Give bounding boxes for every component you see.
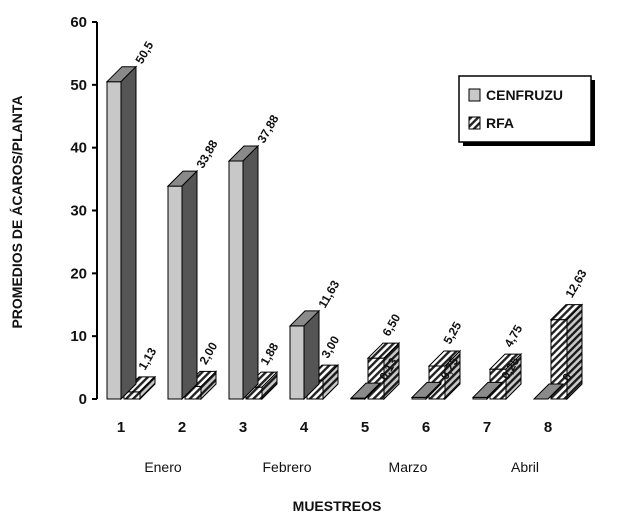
- x-tick-label: 2: [178, 419, 186, 436]
- bar-rfa-7-side: [505, 352, 522, 401]
- x-tick-label: 5: [361, 419, 369, 436]
- bar-rfa-3-side: [261, 370, 278, 401]
- bar-cenfruzu-2-side: [181, 169, 198, 401]
- bar-rfa-1-side: [139, 375, 156, 401]
- month-label: Enero: [144, 459, 182, 475]
- bar-cenfruzu-5-side: [364, 381, 381, 401]
- legend-label-cenfruzu: CENFRUZU: [486, 87, 563, 103]
- legend-swatch-rfa: [468, 116, 481, 130]
- bar-cenfruzu-2: [166, 169, 199, 401]
- bar-rfa-8: [549, 303, 584, 401]
- y-tick-label: 60: [70, 14, 87, 31]
- y-tick-label: 20: [70, 265, 87, 282]
- bar-cenfruzu-1: [105, 65, 138, 401]
- x-tick-label: 1: [117, 419, 125, 436]
- bar-rfa-6-side: [444, 349, 461, 401]
- y-tick-label: 10: [70, 328, 87, 345]
- bar-cenfruzu-6: [410, 381, 443, 401]
- bar-rfa-5-side: [383, 341, 400, 401]
- bar-cenfruzu-4: [288, 309, 321, 401]
- bar-cenfruzu-3: [227, 144, 260, 401]
- data-label-cenfruzu: 50,5: [132, 39, 156, 67]
- data-label-rfa: 1,13: [135, 345, 159, 373]
- bar-rfa-1: [122, 375, 157, 401]
- y-axis-title: PROMEDIOS DE ÁCAROS/PLANTA: [9, 95, 25, 328]
- x-axis-title: MUESTREOS: [293, 498, 382, 514]
- data-label-rfa: 3,00: [318, 333, 342, 361]
- data-label-rfa: 12,63: [562, 267, 589, 300]
- legend-swatch-cenfruzu: [468, 88, 481, 102]
- bar-cenfruzu-6-side: [425, 381, 442, 401]
- bar-cenfruzu-3-side: [242, 144, 259, 401]
- data-label-rfa: 1,88: [257, 340, 281, 368]
- y-tick-label: 40: [70, 140, 87, 157]
- x-tick-label: 3: [239, 419, 247, 436]
- bar-rfa-4-side: [322, 363, 339, 401]
- x-tick-label: 8: [544, 419, 552, 436]
- legend-label-rfa: RFA: [486, 115, 514, 131]
- data-label-cenfruzu: 11,63: [315, 278, 342, 311]
- bar-rfa-2-side: [200, 370, 217, 401]
- data-label-rfa: 5,25: [440, 319, 464, 347]
- bar-cenfruzu-5: [349, 381, 382, 401]
- bar-cenfruzu-2-front: [167, 185, 183, 400]
- bar-cenfruzu-7: [471, 381, 504, 401]
- month-label: Abril: [511, 459, 539, 475]
- bar-cenfruzu-8-side: [547, 383, 564, 400]
- x-tick-label: 7: [483, 419, 491, 436]
- bar-cenfruzu-7-side: [486, 381, 503, 401]
- y-tick-label: 50: [70, 77, 87, 94]
- bar-cenfruzu-3-front: [228, 160, 244, 400]
- y-tick-label: 0: [79, 391, 87, 408]
- bar-cenfruzu-4-side: [303, 309, 320, 401]
- bar-cenfruzu-4-front: [289, 325, 305, 400]
- x-tick-label: 6: [422, 419, 430, 436]
- month-label: Marzo: [389, 459, 428, 475]
- y-tick-label: 30: [70, 203, 87, 220]
- data-label-rfa: 4,75: [501, 322, 525, 350]
- legend-box: [458, 75, 592, 143]
- data-label-rfa: 2,00: [196, 339, 220, 367]
- month-label: Febrero: [262, 459, 311, 475]
- bar-rfa-5: [366, 341, 401, 401]
- bar-cenfruzu-1-side: [120, 65, 137, 401]
- bar-rfa-8-side: [566, 303, 583, 401]
- data-label-cenfruzu: 37,88: [254, 112, 281, 145]
- data-label-cenfruzu: 33,88: [193, 137, 220, 170]
- bar-cenfruzu-1-front: [106, 81, 122, 400]
- bar-cenfruzu-8: [532, 383, 565, 400]
- data-label-rfa: 6,50: [379, 311, 403, 339]
- x-tick-label: 4: [300, 419, 309, 436]
